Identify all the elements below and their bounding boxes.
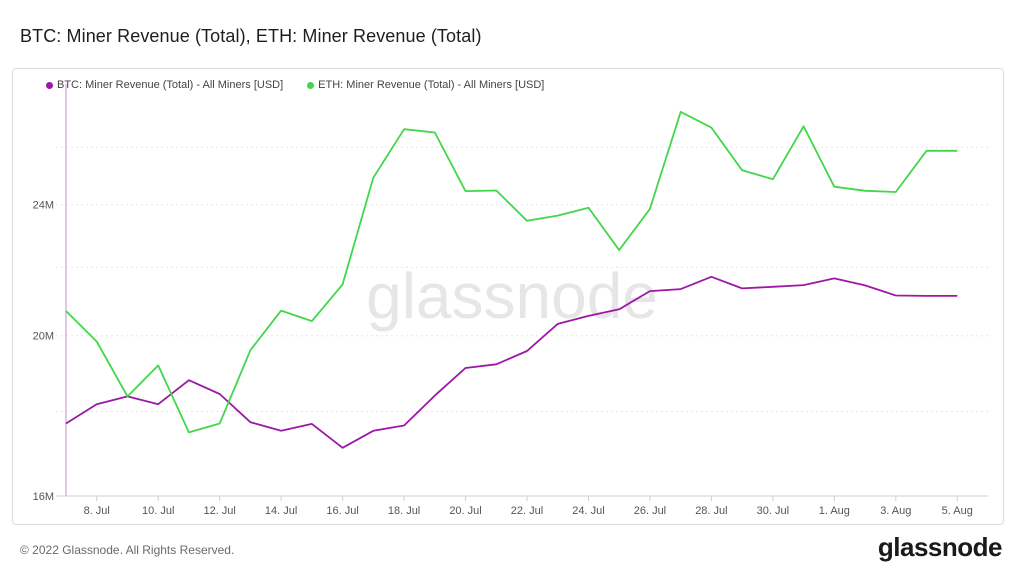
x-tick-label-10: 28. Jul	[695, 505, 727, 517]
x-tick-label-4: 16. Jul	[326, 505, 358, 517]
watermark-text: glassnode	[366, 260, 658, 332]
x-tick-label-2: 12. Jul	[203, 505, 235, 517]
chart-card	[12, 68, 1004, 525]
x-tick-label-5: 18. Jul	[388, 505, 420, 517]
x-tick-label-13: 3. Aug	[880, 505, 911, 517]
y-tick-label-0: 16M	[33, 491, 54, 503]
footer-copyright: © 2022 Glassnode. All Rights Reserved.	[20, 543, 235, 557]
legend-dot-eth	[307, 81, 315, 89]
x-tick-label-9: 26. Jul	[634, 505, 666, 517]
legend-item-eth[interactable]: ETH: Miner Revenue (Total) - All Miners …	[307, 79, 544, 91]
y-axis-ticks: 16M 20M 24M	[33, 200, 54, 503]
y-tick-label-1: 20M	[33, 331, 54, 343]
x-tick-label-0: 8. Jul	[84, 505, 110, 517]
series-layer	[65, 111, 958, 449]
x-tick-label-3: 14. Jul	[265, 505, 297, 517]
page-title: BTC: Miner Revenue (Total), ETH: Miner R…	[20, 26, 482, 46]
legend: BTC: Miner Revenue (Total) - All Miners …	[46, 79, 544, 91]
x-tick-label-12: 1. Aug	[819, 505, 850, 517]
x-tick-label-8: 24. Jul	[572, 505, 604, 517]
legend-item-btc[interactable]: BTC: Miner Revenue (Total) - All Miners …	[46, 79, 283, 91]
x-tick-label-6: 20. Jul	[449, 505, 481, 517]
footer-brand-logo[interactable]: glassnode	[877, 532, 1003, 562]
series-line-btc[interactable]	[65, 275, 958, 449]
x-tick-label-11: 30. Jul	[757, 505, 789, 517]
legend-dot-btc	[46, 81, 53, 89]
series-line-eth[interactable]	[65, 111, 958, 434]
x-tick-label-14: 5. Aug	[942, 505, 973, 517]
x-axis-ticks: 8. Jul 10. Jul 12. Jul 14. Jul 16. Jul 18. Ju…	[84, 496, 973, 517]
x-tick-label-1: 10. Jul	[142, 505, 174, 517]
y-tick-label-2: 24M	[33, 200, 54, 212]
x-tick-label-7: 22. Jul	[511, 505, 543, 517]
legend-label-eth: ETH: Miner Revenue (Total) - All Miners …	[318, 79, 545, 91]
legend-label-btc: BTC: Miner Revenue (Total) - All Miners …	[57, 79, 284, 91]
